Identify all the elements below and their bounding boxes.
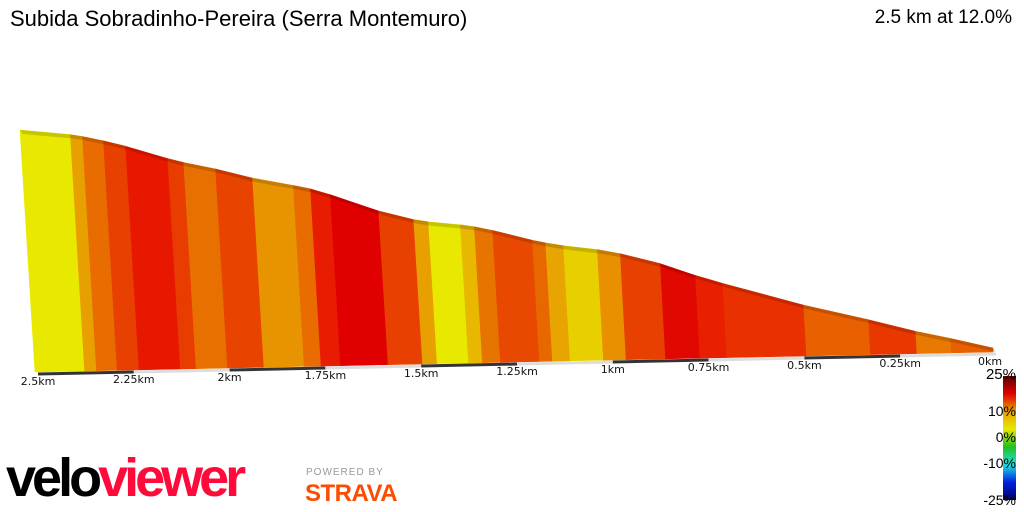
gradient-segment <box>867 319 917 355</box>
gradient-segment <box>619 253 666 360</box>
gradient-segment <box>721 282 807 358</box>
segment-top-edge <box>167 158 187 167</box>
segment-top-edge <box>102 140 129 151</box>
distance-axis-segment <box>133 368 230 374</box>
segment-top-edge <box>722 283 807 310</box>
segment-top-edge <box>694 275 726 288</box>
segment-top-edge <box>868 319 919 336</box>
x-tick-label: 0km <box>978 355 1002 368</box>
segment-top-edge <box>531 240 549 247</box>
x-tick-label: 1.25km <box>496 365 538 378</box>
segment-top-edge <box>329 194 382 215</box>
distance-axis-segment <box>612 358 709 364</box>
legend-label: 25% <box>985 366 1016 383</box>
distance-axis-segment <box>421 362 518 368</box>
page-title: Subida Sobradinho-Pereira (Serra Montemu… <box>10 6 468 31</box>
strava-logo: STRAVA <box>305 480 398 507</box>
segment-top-edge <box>915 331 954 343</box>
gradient-segment <box>694 274 727 359</box>
x-tick-label: 0.5km <box>787 359 822 372</box>
x-tick-label: 1.75km <box>305 369 347 382</box>
segment-top-edge <box>596 249 623 258</box>
x-tick-label: 1km <box>601 363 625 376</box>
segment-top-edge <box>473 226 496 235</box>
segment-top-edge <box>20 130 73 139</box>
x-tick-label: 2.25km <box>113 373 155 386</box>
segment-top-edge <box>69 134 85 141</box>
x-tick-label: 2km <box>218 371 242 384</box>
segment-top-edge <box>659 263 698 280</box>
gradient-legend-bar <box>1003 376 1016 500</box>
legend-label: 0% <box>995 429 1016 445</box>
legend-label: -10% <box>983 455 1016 471</box>
segment-top-edge <box>545 242 566 250</box>
segment-top-edge <box>459 224 477 231</box>
segment-top-edge <box>413 219 431 226</box>
segment-top-edge <box>803 305 872 324</box>
segment-top-edge <box>125 146 171 163</box>
segment-top-edge <box>183 162 218 173</box>
gradient-segment <box>491 229 540 363</box>
segment-top-edge <box>214 168 255 182</box>
distance-axis-segment <box>37 370 134 376</box>
x-tick-label: 0.25km <box>879 357 921 370</box>
segment-top-edge <box>950 338 996 352</box>
distance-axis-segment <box>804 354 901 360</box>
distance-axis-segment <box>516 360 613 366</box>
x-tick-label: 1.5km <box>404 367 439 380</box>
x-tick-label: 2.5km <box>21 375 56 388</box>
elevation-profile-chart: 2.5km 2.25km 2km 1.75km 1.5km 1.25km 1km 0.75km… <box>19 129 1002 388</box>
segment-top-edge <box>619 253 663 268</box>
segment-top-edge <box>562 245 600 254</box>
segment-top-edge <box>81 136 106 145</box>
distance-axis-segment <box>900 352 997 358</box>
legend-label: 10% <box>987 403 1016 419</box>
segment-top-edge <box>292 185 313 193</box>
gradient-segment <box>19 129 85 373</box>
distance-axis-segment <box>229 366 326 372</box>
x-tick-label: 0.75km <box>688 361 730 374</box>
powered-by-label: POWERED BY <box>306 467 384 478</box>
legend-label: -25% <box>983 492 1016 508</box>
segment-top-edge <box>427 221 463 229</box>
distance-axis-segment <box>708 356 805 362</box>
climb-summary: 2.5 km at 12.0% <box>874 7 1012 28</box>
veloviewer-logo: veloviewer <box>6 448 246 508</box>
distance-axis-segment <box>325 364 422 370</box>
segment-top-edge <box>251 177 296 190</box>
gradient-segment <box>562 245 604 362</box>
segment-top-edge <box>309 188 333 199</box>
segment-top-edge <box>492 230 535 245</box>
segment-top-edge <box>378 210 417 224</box>
